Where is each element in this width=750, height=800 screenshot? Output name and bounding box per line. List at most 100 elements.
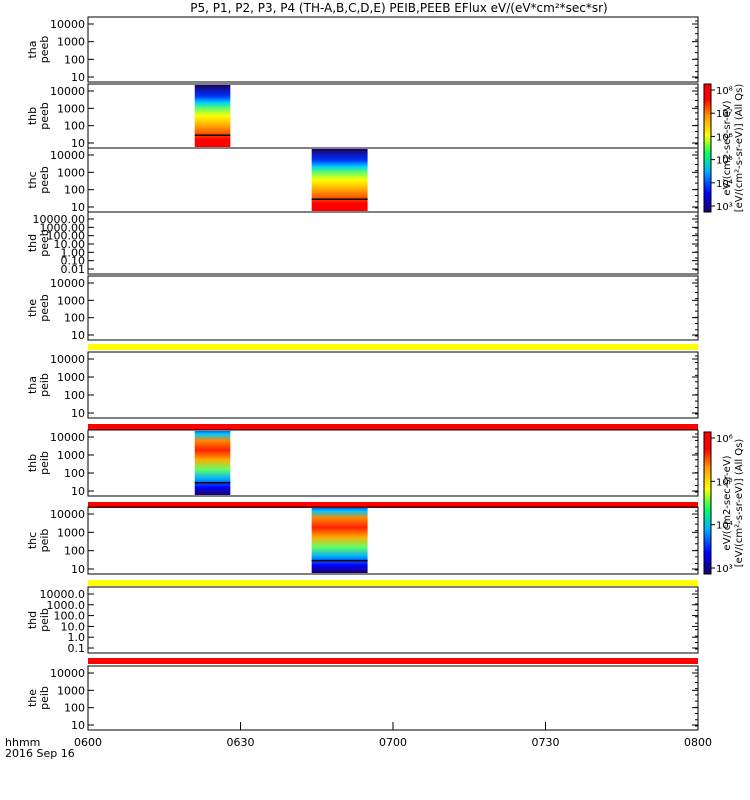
flag-strip — [88, 580, 698, 586]
y-tick-label: 1.0 — [68, 631, 86, 644]
y-tick-label: 10000 — [50, 18, 85, 31]
y-tick-label: 100.00 — [47, 230, 86, 243]
y-tick-label: 1000 — [57, 684, 85, 697]
colorbar-label: 10⁴ — [716, 521, 733, 532]
panel-frame — [87, 506, 699, 575]
panel-frame — [87, 586, 699, 654]
y-tick-label: 10000 — [50, 431, 85, 444]
panel-frame — [87, 351, 699, 419]
y-tick-label: 10000.0 — [40, 588, 86, 601]
x-tick-label: 0700 — [379, 736, 407, 749]
colorbar-label: 10⁶ — [716, 132, 733, 143]
y-tick-label: 10 — [71, 329, 85, 342]
y-tick-label: 10 — [71, 71, 85, 84]
y-tick-label: 10000 — [50, 508, 85, 521]
y-tick-label: 10000 — [50, 353, 85, 366]
spectrogram-block — [194, 431, 231, 495]
panel-thb-peeb: 10000 1000 100 10 thb peeb — [26, 83, 699, 150]
y-axis-label-probe: thb — [26, 107, 39, 125]
spectrogram-block — [311, 508, 368, 573]
y-tick-label: 100 — [64, 53, 85, 66]
colorbar: 10⁶ 10⁵ 10⁴ 10³[eV/(cm²-s-sr-eV)] (All Qs)e… — [703, 431, 745, 575]
y-axis-label-probe: the — [26, 299, 39, 317]
y-tick-label: 1000.0 — [47, 599, 86, 612]
y-tick-label: 1000 — [57, 36, 85, 49]
y-tick-label: 1000.00 — [40, 221, 86, 234]
x-tick-label: 0800 — [684, 736, 712, 749]
y-axis-label-probe: thb — [26, 454, 39, 472]
spectrogram-block — [311, 149, 368, 211]
y-axis-label-product: peeb — [38, 294, 51, 322]
y-tick-label: 1000 — [57, 526, 85, 539]
panel-frame — [87, 147, 699, 213]
colorbar-label: 10³ — [716, 564, 733, 575]
y-axis-label-product: peeb — [38, 229, 51, 257]
x-tick-label: 0600 — [74, 736, 102, 749]
y-axis-label-probe: thd — [26, 234, 39, 252]
y-tick-label: 10 — [71, 563, 85, 576]
y-tick-label: 100 — [64, 545, 85, 558]
colorbar: 10⁸ 10⁷ 10⁶ 10⁵ 10⁴ 10³ [eV/(cm²-s-sr-eV)] (Al… — [703, 83, 745, 213]
flag-strip — [88, 424, 698, 430]
panel-thb-peib: 10000 1000 100 10 thb peib — [26, 429, 699, 508]
y-tick-label: 1000 — [57, 166, 85, 179]
colorbar-label: 10⁶ — [716, 434, 733, 445]
colorbar-title: [eV/(cm²-s-sr-eV)] (All Qs) — [734, 84, 745, 213]
flag-strip — [88, 502, 698, 508]
panel-the-peib: 10000 1000 100 10 the peib — [26, 665, 699, 732]
panel-the-peeb: 10000 1000 100 10 the peeb — [26, 275, 699, 350]
y-axis-label-product: peib — [38, 451, 51, 475]
y-tick-label: 0.10 — [61, 255, 86, 268]
y-tick-label: 10 — [71, 407, 85, 420]
colorbar-label: 10³ — [716, 202, 733, 213]
panel-frame — [87, 429, 699, 497]
y-tick-label: 100 — [64, 120, 85, 133]
y-axis-label-probe: tha — [26, 40, 39, 58]
flag-strip — [88, 658, 698, 664]
panel-thc-peib: 10000 1000 100 10 thc peib — [26, 506, 699, 586]
panel-frame — [87, 211, 699, 275]
y-tick-label: 10000 — [50, 667, 85, 680]
y-axis-label-probe: tha — [26, 376, 39, 394]
y-tick-label: 100 — [64, 184, 85, 197]
time-axis-label: hhmm — [5, 736, 40, 749]
y-tick-label: 10000.00 — [33, 213, 86, 226]
panel-frame — [87, 16, 699, 83]
y-tick-label: 10000 — [50, 85, 85, 98]
panel-tha-peib: 10000 1000 100 10 tha peib — [26, 351, 699, 430]
y-axis-label-probe: thc — [26, 171, 39, 188]
y-axis-label-probe: thd — [26, 611, 39, 629]
colorbar-scale — [703, 83, 712, 213]
y-tick-label: 0.01 — [61, 263, 86, 276]
flag-strip — [88, 344, 698, 350]
y-tick-label: 1000 — [57, 102, 85, 115]
y-tick-label: 10 — [71, 201, 85, 214]
colorbar-label: 10⁸ — [716, 86, 733, 97]
panel-tha-peeb: 10000 1000 100 10 tha peeb — [26, 16, 699, 84]
colorbar-label: 10⁵ — [716, 156, 733, 167]
y-axis-label-product: peeb — [38, 166, 51, 194]
y-tick-label: 100 — [64, 389, 85, 402]
colorbar-units: eV/(cm2-sec-sr-eV) — [722, 100, 733, 195]
colorbar-units: eV/(cm2-sec-sr-eV) — [722, 455, 733, 550]
y-tick-label: 0.1 — [68, 642, 86, 655]
y-tick-label: 1.00 — [61, 246, 86, 259]
y-tick-label: 10 — [71, 485, 85, 498]
y-tick-label: 100 — [64, 312, 85, 325]
colorbar-label: 10⁵ — [716, 477, 733, 488]
y-tick-label: 10.0 — [61, 620, 86, 633]
y-axis-label-product: peeb — [38, 36, 51, 64]
time-axis-date: 2016 Sep 16 — [5, 747, 75, 760]
y-axis-label-product: peeb — [38, 102, 51, 130]
y-tick-label: 10 — [71, 137, 85, 150]
y-tick-label: 100 — [64, 702, 85, 715]
y-tick-label: 10.00 — [54, 238, 86, 251]
y-axis-label-probe: thc — [26, 532, 39, 549]
y-tick-label: 100 — [64, 467, 85, 480]
time-axis: 0600 0630 0700 0730 0800 — [74, 722, 712, 749]
y-tick-label: 1000 — [57, 371, 85, 384]
y-axis-label-probe: the — [26, 689, 39, 707]
y-tick-label: 10000 — [50, 277, 85, 290]
